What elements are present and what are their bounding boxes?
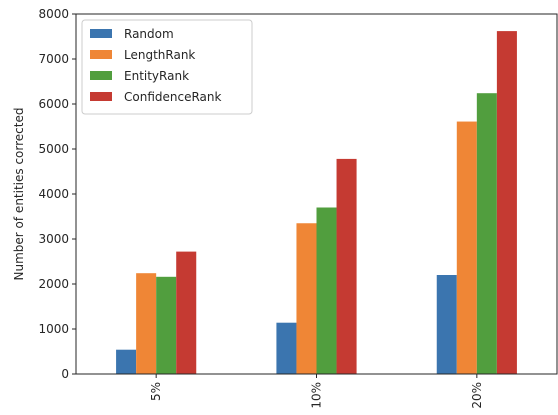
bar-lengthrank-0 xyxy=(136,273,157,374)
bar-random-2 xyxy=(436,275,457,374)
bar-random-0 xyxy=(116,349,137,374)
legend: Random LengthRank EntityRank ConfidenceRank xyxy=(81,19,253,115)
legend-label-entityrank: EntityRank xyxy=(124,69,189,83)
bar-confidencerank-1 xyxy=(336,158,357,374)
legend-swatch-confidencerank xyxy=(90,92,112,101)
bar-entityrank-2 xyxy=(476,93,497,374)
legend-box xyxy=(81,19,253,115)
y-tick-label: 3000 xyxy=(38,232,69,246)
bar-entityrank-1 xyxy=(316,207,337,374)
y-tick-label: 1000 xyxy=(38,322,69,336)
y-tick-label: 6000 xyxy=(38,97,69,111)
bar-confidencerank-0 xyxy=(176,251,197,374)
y-tick-label: 0 xyxy=(61,367,69,381)
y-axis-label: Number of entities corrected xyxy=(12,108,26,281)
y-tick-label: 5000 xyxy=(38,142,69,156)
bar-confidencerank-2 xyxy=(496,31,517,374)
x-tick-label: 20% xyxy=(470,382,484,409)
y-tick-label: 4000 xyxy=(38,187,69,201)
legend-label-lengthrank: LengthRank xyxy=(124,48,195,62)
bars-layer xyxy=(116,31,517,374)
legend-swatch-entityrank xyxy=(90,71,112,80)
y-tick-label: 7000 xyxy=(38,52,69,66)
y-tick-label: 8000 xyxy=(38,7,69,21)
x-tick-label: 5% xyxy=(149,382,163,401)
legend-label-confidencerank: ConfidenceRank xyxy=(124,90,222,104)
bar-random-1 xyxy=(276,322,297,374)
bar-lengthrank-2 xyxy=(456,121,477,374)
legend-swatch-lengthrank xyxy=(90,50,112,59)
bar-entityrank-0 xyxy=(156,276,177,374)
y-tick-label: 2000 xyxy=(38,277,69,291)
axes-layer: 0 1000 2000 3000 4000 5000 6000 7000 8000 5% 10% 20… xyxy=(38,7,558,409)
x-tick-label: 10% xyxy=(310,382,324,409)
legend-label-random: Random xyxy=(124,27,174,41)
bar-lengthrank-1 xyxy=(296,223,317,374)
legend-swatch-random xyxy=(90,29,112,38)
